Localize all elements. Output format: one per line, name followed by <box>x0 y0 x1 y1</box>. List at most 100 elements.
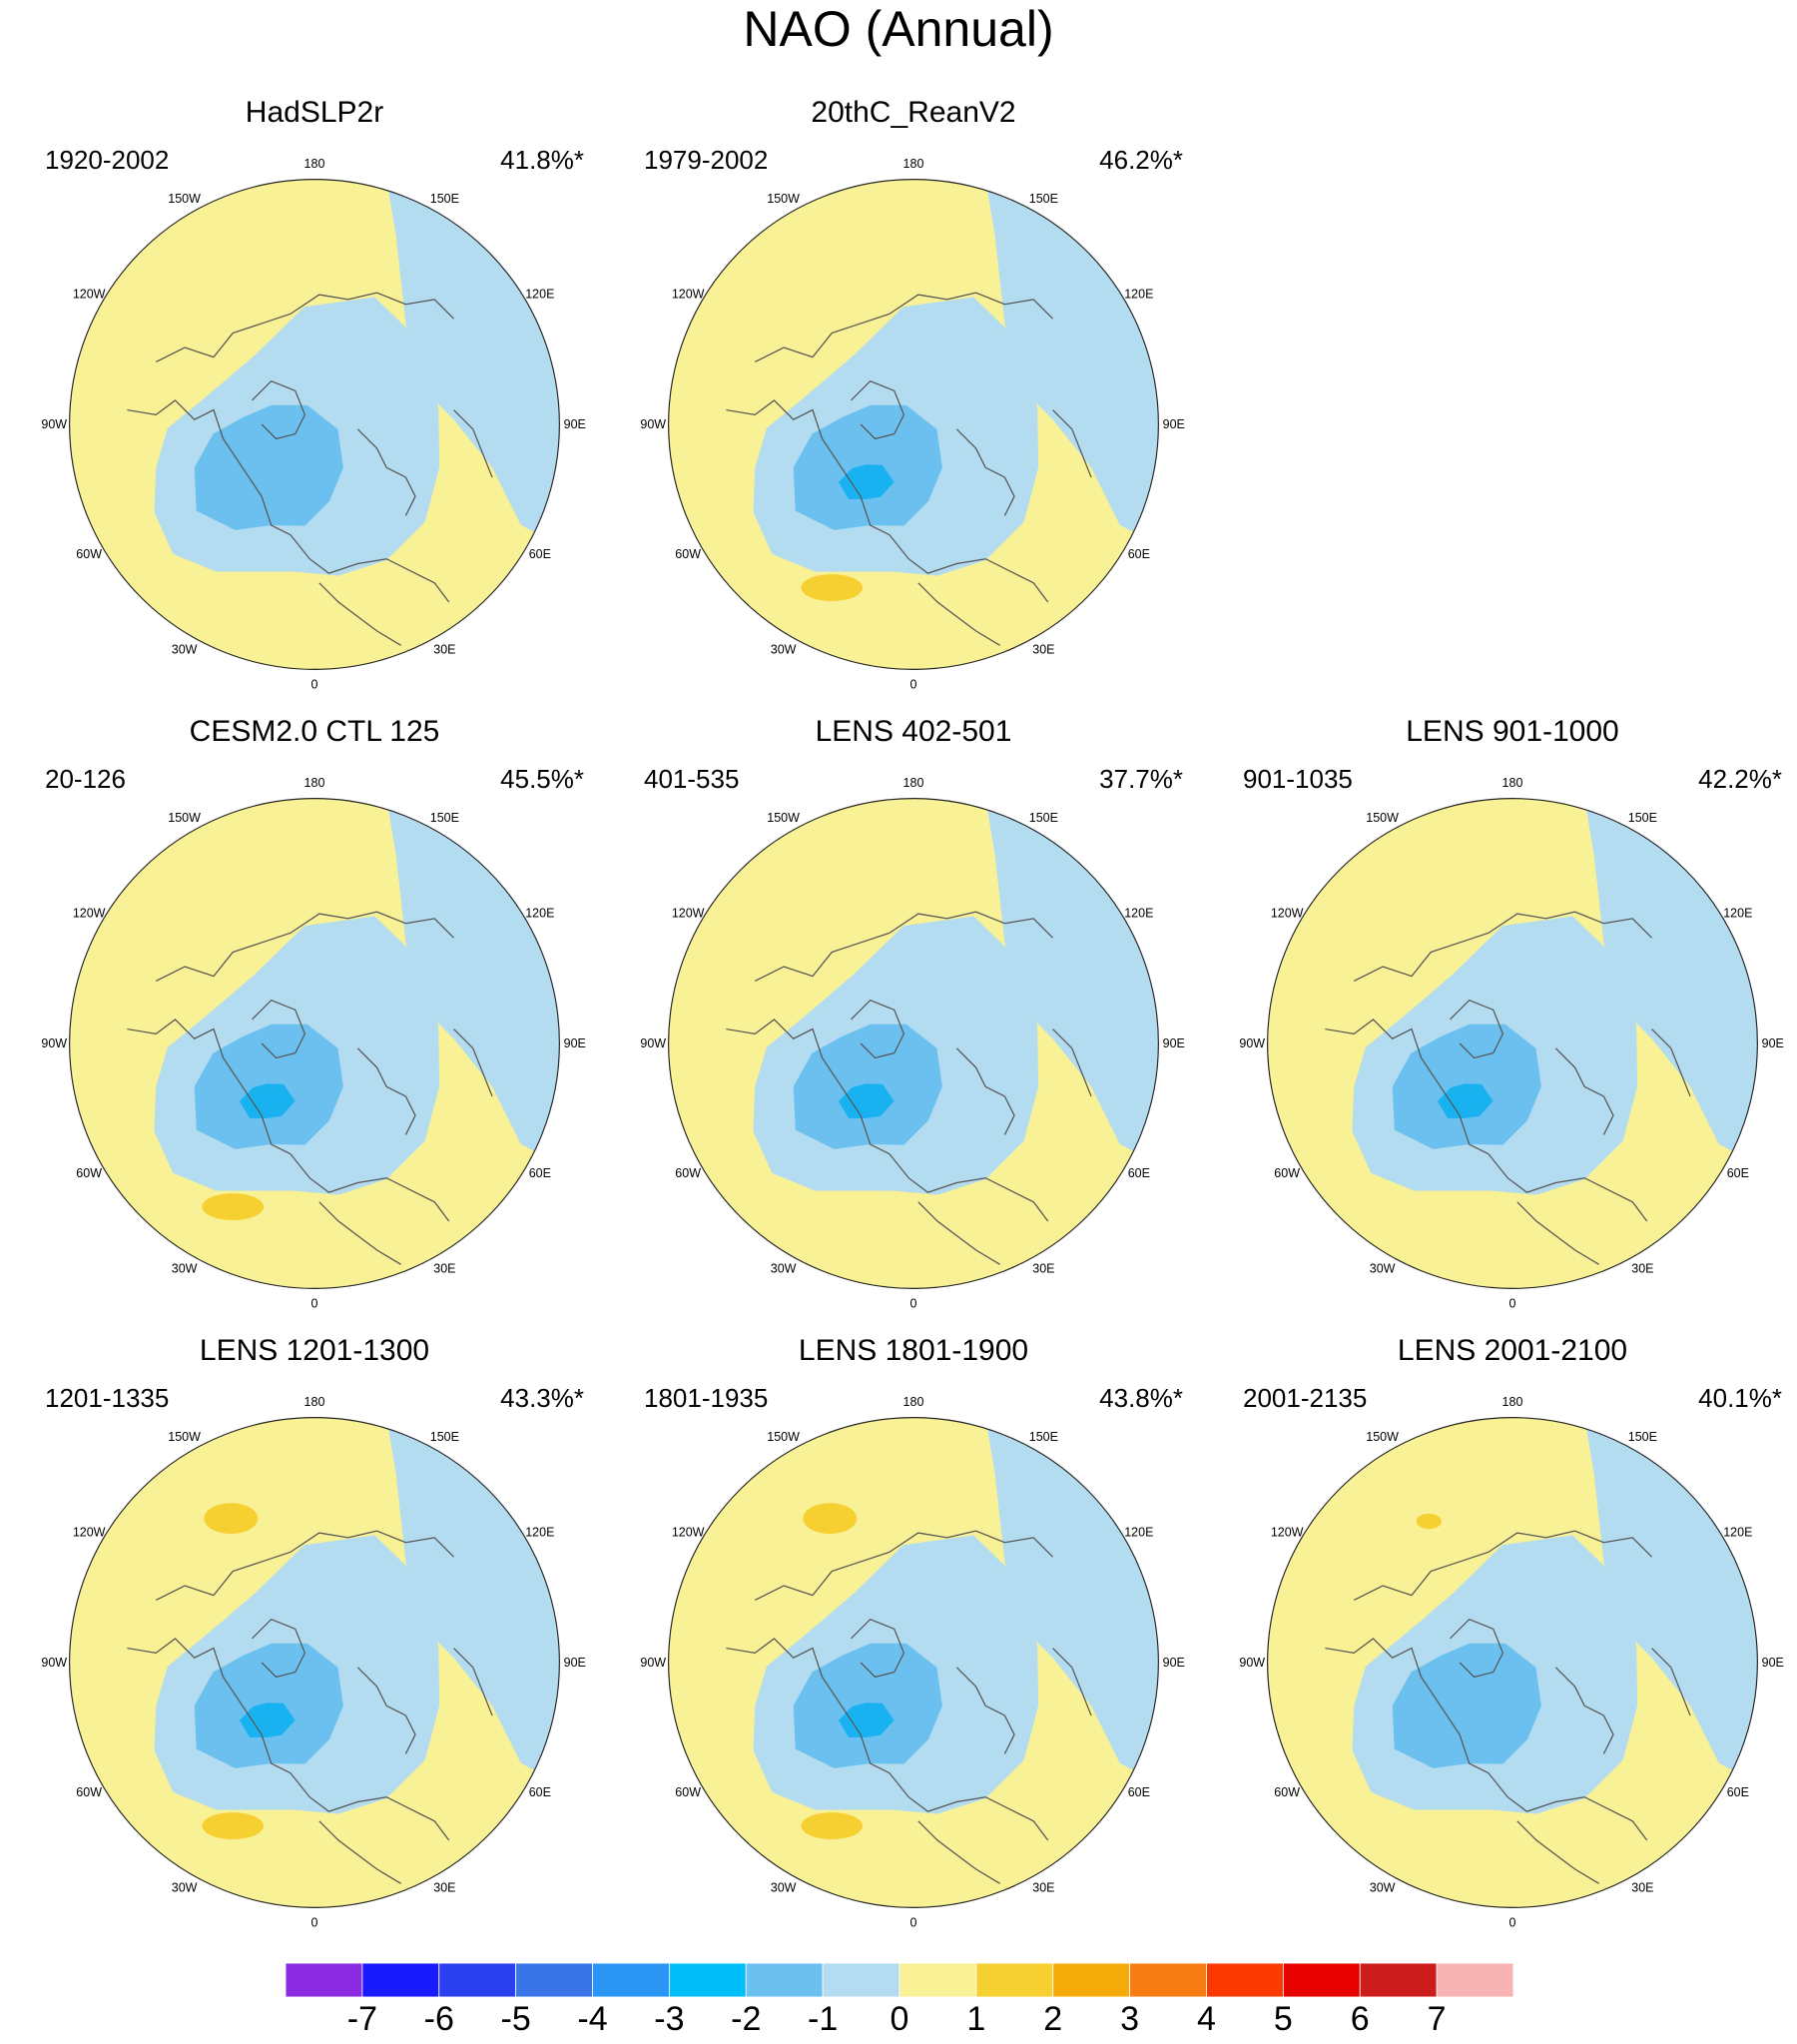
coastline <box>1325 1019 1490 1155</box>
map-panel: HadSLP2r 1920-2002 41.8%* 180 0 150W 120W 90W 60… <box>41 95 586 692</box>
panel-variance: 42.2%* <box>1698 764 1782 794</box>
longitude-label: 60E <box>1128 1166 1150 1180</box>
coastline <box>1353 911 1652 983</box>
longitude-label: 150W <box>168 192 201 206</box>
polar-map: 180 0 150W 120W 90W 60W 30W 150E 120E 90E 60E 30E <box>1239 776 1784 1311</box>
panel-variance: 46.2%* <box>1099 145 1183 175</box>
panel-title: LENS 1801-1900 <box>798 1334 1029 1367</box>
longitude-label: 0 <box>910 1297 917 1311</box>
coastline <box>252 379 306 440</box>
longitude-label: 90W <box>41 417 67 431</box>
colorbar-label: -2 <box>731 2000 762 2038</box>
longitude-label: 120W <box>73 906 106 920</box>
coastline <box>453 1028 493 1097</box>
coastline <box>955 1047 1015 1135</box>
longitude-label: 120W <box>1271 1525 1304 1539</box>
coastline <box>1052 409 1092 478</box>
colorbar-swatch <box>361 1963 440 1997</box>
coastline <box>1516 1201 1599 1265</box>
coastline <box>252 1618 306 1679</box>
coastline <box>453 1648 493 1716</box>
longitude-label: 0 <box>311 1916 318 1930</box>
longitude-label: 60E <box>1128 1785 1150 1799</box>
longitude-label: 0 <box>910 1916 917 1930</box>
polar-map: 180 0 150W 120W 90W 60W 30W 150E 120E 90E 60E 30E <box>41 1395 586 1930</box>
colorbar-swatch <box>438 1963 517 1997</box>
colorbar-label: 2 <box>1043 2000 1063 2038</box>
longitude-label: 90W <box>640 1036 666 1050</box>
panel-variance: 41.8%* <box>500 145 584 175</box>
map-boundary <box>668 179 1159 670</box>
figure-title: NAO (Annual) <box>743 1 1054 57</box>
colorbar-swatch <box>975 1963 1054 1997</box>
coastline <box>726 1638 891 1774</box>
colorbar-label: 4 <box>1197 2000 1216 2038</box>
longitude-label: 60W <box>675 1166 701 1180</box>
coastline <box>318 1201 401 1265</box>
polar-map: 180 0 150W 120W 90W 60W 30W 150E 120E 90E 60E 30E <box>640 157 1185 692</box>
longitude-label: 60W <box>76 1166 102 1180</box>
longitude-label: 90W <box>41 1656 67 1670</box>
longitude-label: 150W <box>767 811 800 825</box>
positive-anomaly-core <box>801 1812 863 1840</box>
coastline <box>917 1820 1000 1884</box>
panel-title: LENS 1201-1300 <box>199 1334 430 1367</box>
colorbar-swatch <box>1129 1963 1207 1997</box>
polar-map: 180 0 150W 120W 90W 60W 30W 150E 120E 90E 60E 30E <box>41 776 586 1311</box>
longitude-label: 90E <box>1762 1656 1784 1670</box>
panel-variance: 45.5%* <box>500 764 584 794</box>
colorbar-swatch <box>1359 1963 1438 1997</box>
longitude-label: 30E <box>1631 1881 1653 1895</box>
map-panel: CESM2.0 CTL 125 20-126 45.5%* 180 0 150W 120W 9… <box>41 714 586 1311</box>
longitude-label: 60W <box>1274 1166 1300 1180</box>
longitude-label: 120E <box>1723 1525 1752 1539</box>
map-panel: LENS 1801-1900 1801-1935 43.8%* 180 0 150W 120… <box>640 1333 1185 1930</box>
coastline <box>955 1667 1015 1754</box>
longitude-label: 90E <box>1762 1036 1784 1050</box>
coastline <box>1488 1772 1648 1841</box>
longitude-label: 180 <box>903 157 924 171</box>
longitude-label: 150W <box>767 192 800 206</box>
colorbar-label: -5 <box>500 2000 531 2038</box>
longitude-label: 150E <box>1029 192 1058 206</box>
longitude-label: 60W <box>76 1785 102 1799</box>
colorbar-label: 5 <box>1273 2000 1293 2038</box>
longitude-label: 120E <box>1124 906 1153 920</box>
longitude-label: 0 <box>311 678 318 692</box>
coastline <box>1450 999 1504 1059</box>
coastline <box>252 999 306 1059</box>
coastline <box>1488 1153 1648 1222</box>
longitude-label: 150E <box>1628 811 1657 825</box>
longitude-label: 120E <box>525 287 554 301</box>
longitude-label: 0 <box>910 678 917 692</box>
longitude-label: 150E <box>430 811 459 825</box>
longitude-label: 150E <box>430 192 459 206</box>
map-boundary <box>69 798 560 1289</box>
longitude-label: 120E <box>525 1525 554 1539</box>
longitude-label: 90E <box>564 417 586 431</box>
coastline <box>726 1019 891 1155</box>
coastline <box>917 1201 1000 1265</box>
longitude-label: 30W <box>771 1262 797 1276</box>
coastline <box>851 379 905 440</box>
longitude-label: 30W <box>1370 1881 1396 1895</box>
colorbar-swatch <box>515 1963 593 1997</box>
negative-anomaly-center <box>1437 1083 1494 1119</box>
map-boundary <box>1267 798 1758 1289</box>
colorbar-label: 7 <box>1427 2000 1447 2038</box>
colorbar-swatch <box>1436 1963 1513 1997</box>
negative-anomaly-center <box>239 1703 296 1738</box>
longitude-label: 60W <box>76 547 102 561</box>
colorbar-swatch <box>1282 1963 1361 1997</box>
longitude-label: 60E <box>1128 547 1150 561</box>
coastline <box>1516 1820 1599 1884</box>
coastline <box>127 399 292 536</box>
panel-years: 1920-2002 <box>45 145 170 175</box>
panel-variance: 43.3%* <box>500 1383 584 1413</box>
colorbar-label: -4 <box>577 2000 608 2038</box>
coastline <box>1554 1047 1614 1135</box>
longitude-label: 180 <box>1502 776 1523 790</box>
coastline <box>356 428 416 516</box>
panel-title: CESM2.0 CTL 125 <box>189 715 440 748</box>
positive-anomaly-core <box>803 1503 858 1535</box>
